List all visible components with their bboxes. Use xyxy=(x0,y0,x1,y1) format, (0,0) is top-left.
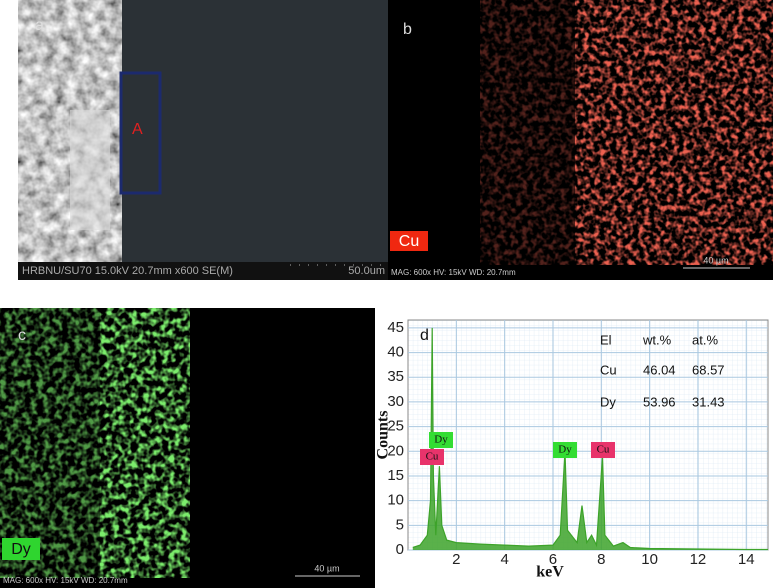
region-label: A xyxy=(132,121,143,138)
sem-bright xyxy=(70,110,110,230)
footer: MAG: 600x HV: 15kV WD: 20.7mm xyxy=(391,268,516,277)
table-header: El xyxy=(600,332,612,347)
peak-label: Dy xyxy=(558,444,572,456)
table-cell: 53.96 xyxy=(643,394,676,409)
peak-label: Dy xyxy=(434,434,448,446)
y-axis-label: Counts xyxy=(375,411,392,460)
table-cell: Dy xyxy=(600,394,616,409)
table-cell: 46.04 xyxy=(643,362,676,377)
table-header: at.% xyxy=(692,332,718,347)
y-tick-label: 30 xyxy=(387,393,404,410)
x-tick-label: 14 xyxy=(738,551,755,568)
spectrum-line xyxy=(412,327,768,551)
region-box xyxy=(119,71,162,195)
element-badge xyxy=(2,538,40,560)
y-tick-label: 10 xyxy=(387,492,404,509)
panel-a: a A HRBNU/SU70 15.0kV 20.7mm x600 SE(M) … xyxy=(18,0,388,280)
scale-label: 40 µm xyxy=(314,563,339,573)
y-tick-label: 45 xyxy=(387,319,404,336)
cu-map xyxy=(575,0,773,265)
minor-grid xyxy=(408,320,768,550)
dy-map xyxy=(100,308,190,578)
x-tick-label: 10 xyxy=(641,551,658,568)
element-label: Cu xyxy=(399,233,419,250)
y-tick-label: 25 xyxy=(387,418,404,435)
footer: MAG: 600x HV: 15kV WD: 20.7mm xyxy=(3,576,128,585)
panel-label: d xyxy=(420,327,429,344)
footer: HRBNU/SU70 15.0kV 20.7mm x600 SE(M) xyxy=(22,265,233,277)
panel-label: b xyxy=(403,21,412,38)
panel-b: b Cu MAG: 600x HV: 15kV WD: 20.7mm 40 µm xyxy=(388,0,773,280)
peak-label-box xyxy=(429,432,453,448)
x-tick-label: 2 xyxy=(452,551,460,568)
peak-label-box xyxy=(591,442,615,458)
x-tick-label: 4 xyxy=(500,551,508,568)
scale-label: 50.0um xyxy=(348,265,385,277)
x-axis-label: keV xyxy=(536,564,564,581)
y-tick-label: 40 xyxy=(387,344,404,361)
peak-label: Cu xyxy=(426,451,439,463)
info-bar xyxy=(18,262,388,280)
scale-label: 40 µm xyxy=(703,255,728,265)
peak-label: Cu xyxy=(597,444,610,456)
y-tick-label: 0 xyxy=(396,541,404,558)
element-badge xyxy=(390,231,428,251)
peak-label-box xyxy=(553,442,577,458)
panel-label: c xyxy=(18,327,26,344)
table-cell: 31.43 xyxy=(692,394,725,409)
table-header: wt.% xyxy=(642,332,672,347)
element-label: Dy xyxy=(11,541,31,558)
panel-c: c Dy MAG: 600x HV: 15kV WD: 20.7mm 40 µm xyxy=(0,308,375,588)
x-tick-label: 8 xyxy=(597,551,605,568)
x-tick-label: 12 xyxy=(690,551,707,568)
cu-map-faint xyxy=(480,0,575,265)
peak-label-box xyxy=(420,449,444,465)
y-tick-label: 35 xyxy=(387,368,404,385)
table-cell: Cu xyxy=(600,362,617,377)
y-tick-label: 5 xyxy=(396,516,404,533)
y-tick-label: 20 xyxy=(387,442,404,459)
table-cell: 68.57 xyxy=(692,362,725,377)
panel-label: a xyxy=(35,17,44,34)
dy-map-mid xyxy=(0,308,100,578)
x-tick-label: 6 xyxy=(549,551,557,568)
y-tick-label: 15 xyxy=(387,467,404,484)
